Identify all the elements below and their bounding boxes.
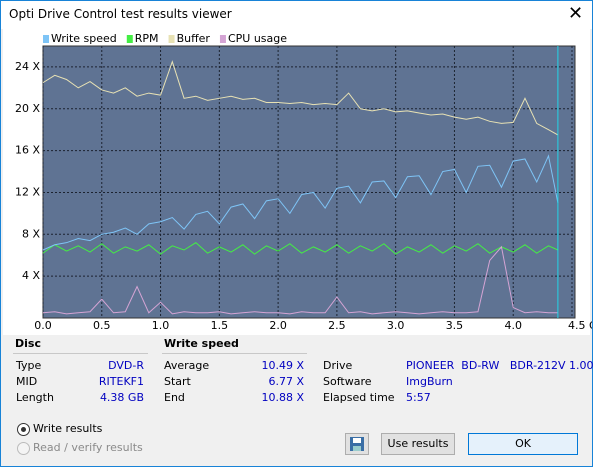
info-label: Length [16, 391, 54, 404]
info-label: Type [16, 359, 42, 372]
info-value: 5:57 [406, 391, 431, 404]
y-tick-label: 8 X [22, 227, 40, 240]
info-label: Start [164, 375, 191, 388]
data-line [42, 60, 559, 136]
disc-heading: Disc [15, 337, 41, 350]
info-label: End [164, 391, 185, 404]
legend-label: Buffer [177, 32, 211, 45]
title-bar [1, 1, 592, 29]
legend-label: Write speed [51, 32, 117, 45]
ok-button[interactable]: OK [468, 433, 578, 455]
separator [13, 353, 148, 354]
y-tick-label: 12 X [15, 185, 40, 198]
legend-label: RPM [135, 32, 159, 45]
x-tick-label: 1.5 [211, 319, 229, 332]
legend-swatch [168, 35, 175, 43]
save-button[interactable] [345, 433, 369, 455]
chart: 4 X 8 X 12 X 16 X 20 X 24 X 0.0 0.5 1.0 1.5 2.0 2.5… [3, 29, 592, 335]
radio-label: Read / verify results [33, 441, 143, 454]
legend-label: CPU usage [228, 32, 287, 45]
y-tick-label: 16 X [15, 144, 40, 157]
info-value: 6.77 X [268, 375, 304, 388]
close-button[interactable]: ✕ [568, 3, 584, 24]
radio [17, 442, 30, 455]
write-speed-heading: Write speed [164, 337, 239, 350]
x-tick-label: 4.0 [504, 319, 522, 332]
info-label: Software [323, 375, 372, 388]
x-tick-label: 0.0 [34, 319, 52, 332]
x-tick-label: 1.0 [152, 319, 170, 332]
x-tick-label: 0.5 [93, 319, 111, 332]
radio-label[interactable]: Write results [33, 422, 103, 435]
save-icon [350, 437, 364, 451]
window-title: Opti Drive Control test results viewer [9, 7, 232, 21]
x-tick-label: 2.5 [328, 319, 346, 332]
info-value: 10.49 X [261, 359, 304, 372]
info-value: 10.88 X [261, 391, 304, 404]
y-tick-label: 24 X [15, 60, 40, 73]
info-value: DVD-R [108, 359, 144, 372]
data-line [42, 242, 559, 255]
y-tick-label: 20 X [15, 102, 40, 115]
info-label: Elapsed time [323, 391, 395, 404]
data-line [42, 154, 559, 251]
x-tick-label: 3.5 [446, 319, 464, 332]
separator [162, 353, 307, 354]
info-value: ImgBurn [406, 375, 453, 388]
info-label: Drive [323, 359, 353, 372]
info-value: 4.38 GB [99, 391, 144, 404]
plot-area [42, 45, 576, 319]
data-line [42, 245, 558, 315]
radio-checked[interactable] [17, 423, 30, 436]
legend-swatch [219, 35, 226, 43]
legend-swatch [126, 35, 133, 43]
x-tick-label: 4.5 GB [568, 319, 592, 332]
legend-swatch [43, 35, 49, 43]
info-label: Average [164, 359, 210, 372]
x-tick-label: 2.0 [269, 319, 287, 332]
info-value: RITEKF1 [98, 375, 144, 388]
x-tick-label: 3.0 [387, 319, 405, 332]
info-label: MID [16, 375, 38, 388]
use-results-button[interactable]: Use results [381, 433, 455, 455]
y-tick-label: 4 X [22, 269, 40, 282]
info-value: PIONEER BD-RW BDR-212V 1.00 [406, 359, 593, 372]
